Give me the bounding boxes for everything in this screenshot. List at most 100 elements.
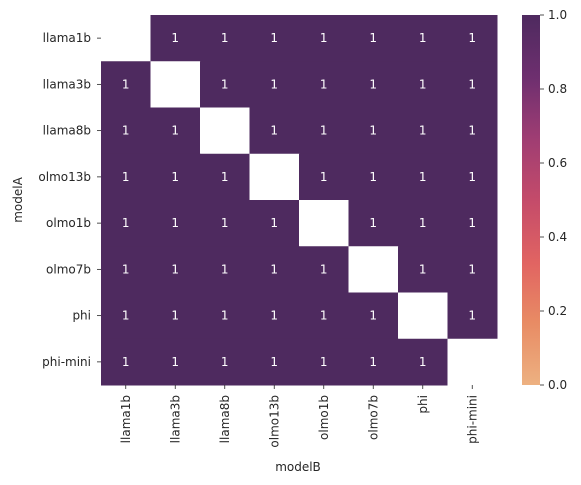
heatmap-cell (299, 61, 349, 108)
heatmap-cell-value: 1 (171, 31, 179, 45)
heatmap-cell-value: 1 (419, 124, 427, 138)
heatmap-cell-value: 1 (122, 262, 130, 276)
heatmap-cell (299, 338, 349, 386)
heatmap-cell-value: 1 (270, 216, 278, 230)
heatmap-cells (101, 15, 498, 386)
heatmap-cell-value: 1 (270, 355, 278, 369)
heatmap-cell-value: 1 (369, 216, 377, 230)
y-tick-label: olmo7b (46, 262, 91, 276)
y-tick-label: llama1b (43, 31, 91, 45)
heatmap-cell (447, 338, 498, 386)
x-axis-ticks: llama1b llama3b llama8b olmo13b olmo1b olmo7b… (119, 385, 479, 448)
y-tick-label: olmo1b (46, 216, 91, 230)
heatmap-cell (348, 107, 399, 155)
heatmap-cell (150, 246, 201, 293)
heatmap-cell-value: 1 (468, 216, 476, 230)
heatmap-cell-value: 1 (171, 262, 179, 276)
heatmap-cell (249, 292, 300, 340)
heatmap-cell-value: 1 (270, 262, 278, 276)
heatmap-cell (101, 292, 151, 340)
heatmap-cell (101, 153, 151, 201)
heatmap-cell-value: 1 (270, 124, 278, 138)
heatmap-cell-value: 1 (369, 31, 377, 45)
heatmap-cell (150, 292, 201, 340)
heatmap-cell (150, 107, 201, 155)
heatmap-cell (348, 292, 399, 340)
heatmap-cell-value: 1 (122, 77, 130, 91)
heatmap-cell-value: 1 (122, 216, 130, 230)
heatmap-cell-value: 1 (171, 309, 179, 323)
heatmap-cell (398, 200, 448, 247)
heatmap-cell (348, 61, 399, 108)
heatmap-cell (348, 338, 399, 386)
heatmap-cell (101, 338, 151, 386)
heatmap-cell (101, 15, 151, 62)
heatmap-cell (150, 153, 201, 201)
heatmap-cell (348, 153, 399, 201)
colorbar-tick-label: 0.8 (548, 82, 567, 96)
x-tick-label: phi (416, 395, 430, 414)
heatmap-cell-value: 1 (171, 355, 179, 369)
colorbar: 0.0 0.2 0.4 0.6 0.8 1.0 (522, 8, 567, 392)
heatmap-cell-value: 1 (221, 309, 229, 323)
heatmap-cell (398, 61, 448, 108)
heatmap-cell (101, 61, 151, 108)
heatmap-cell (249, 246, 300, 293)
heatmap-cell-value: 1 (468, 262, 476, 276)
heatmap-cell-value: 1 (221, 216, 229, 230)
heatmap-cell-value: 1 (468, 77, 476, 91)
heatmap-cell (299, 107, 349, 155)
heatmap-cell (447, 61, 498, 108)
heatmap-cell (249, 200, 300, 247)
heatmap-cell-value: 1 (419, 31, 427, 45)
heatmap-cell-value: 1 (468, 124, 476, 138)
heatmap-cell (447, 200, 498, 247)
heatmap-cell (398, 338, 448, 386)
heatmap-cell-value: 1 (419, 355, 427, 369)
heatmap-cell-value: 1 (369, 124, 377, 138)
heatmap-cell (200, 292, 250, 340)
heatmap-cell-value: 1 (419, 77, 427, 91)
heatmap-cell (200, 15, 250, 62)
heatmap-cell-value: 1 (468, 170, 476, 184)
heatmap-cell (447, 107, 498, 155)
heatmap-cell (299, 200, 349, 247)
heatmap-cell-value: 1 (221, 262, 229, 276)
heatmap-cell-value: 1 (369, 170, 377, 184)
heatmap-cell-value: 1 (270, 309, 278, 323)
colorbar-tick-label: 0.2 (548, 304, 567, 318)
heatmap-cell (398, 15, 448, 62)
heatmap-cell (200, 338, 250, 386)
y-axis-ticks: llama1b llama3b llama8b olmo13b olmo1b olmo7b… (38, 31, 101, 369)
heatmap-cell (101, 200, 151, 247)
heatmap-cell (150, 15, 201, 62)
heatmap-cell-value: 1 (320, 262, 328, 276)
heatmap-cell (150, 338, 201, 386)
heatmap-cell-value: 1 (221, 355, 229, 369)
heatmap-cell-value: 1 (171, 124, 179, 138)
heatmap-cell-value: 1 (369, 77, 377, 91)
heatmap-cell-value: 1 (468, 31, 476, 45)
x-tick-label: llama8b (218, 395, 232, 443)
heatmap-cell-value: 1 (221, 77, 229, 91)
heatmap-cell-value: 1 (122, 170, 130, 184)
heatmap-cell-value: 1 (419, 170, 427, 184)
x-tick-label: olmo13b (267, 395, 281, 448)
heatmap-cell (200, 61, 250, 108)
heatmap-cell-value: 1 (122, 124, 130, 138)
heatmap-cell (249, 15, 300, 62)
y-tick-label: llama8b (43, 124, 91, 138)
heatmap-cell-value: 1 (419, 216, 427, 230)
y-tick-label: olmo13b (38, 170, 91, 184)
heatmap-cell (447, 246, 498, 293)
heatmap-cell (398, 153, 448, 201)
heatmap-cell (101, 107, 151, 155)
heatmap-cell (200, 200, 250, 247)
heatmap-cell (447, 153, 498, 201)
heatmap-cell-value: 1 (270, 31, 278, 45)
heatmap-cell-value: 1 (221, 31, 229, 45)
heatmap-cell (348, 15, 399, 62)
heatmap-cell (398, 107, 448, 155)
heatmap-cell (398, 292, 448, 340)
heatmap-cell (398, 246, 448, 293)
